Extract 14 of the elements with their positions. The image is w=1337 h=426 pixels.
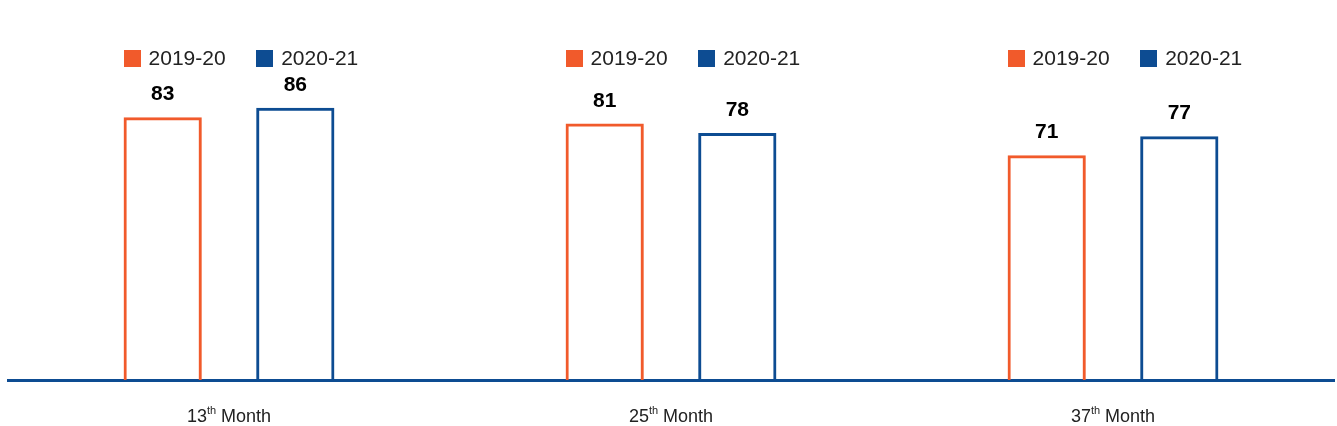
legend-label: 2020-21 [281, 46, 359, 69]
data-label: 81 [593, 87, 617, 111]
data-label: 78 [725, 97, 750, 121]
legend-copy: 2019-20 [565, 47, 668, 69]
data-label: 86 [283, 71, 307, 95]
data-label: 77 [1167, 100, 1191, 124]
legend-copy: 2019-20 [123, 47, 226, 69]
legend-copy: 2020-21 [256, 47, 359, 69]
data-label: 71 [1035, 119, 1059, 143]
legend-copy: 2020-21 [698, 47, 801, 69]
legend-copy: 2020-21 [1140, 47, 1243, 69]
legend-copy: 2019-20 [1007, 47, 1110, 69]
data-label: 83 [151, 81, 175, 105]
legend-label: 2019-20 [148, 46, 226, 69]
